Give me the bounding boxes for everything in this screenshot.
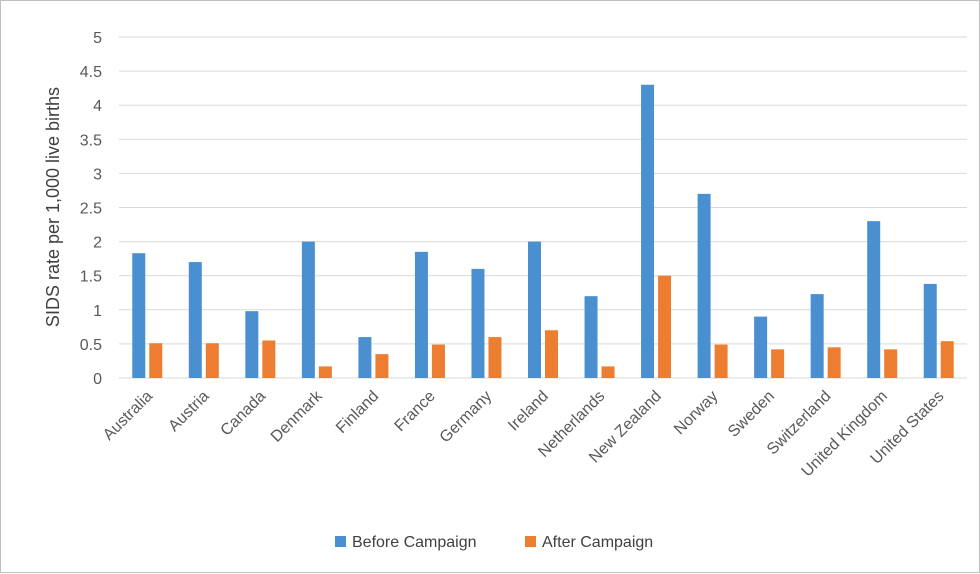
x-category-label: Germany [437,388,496,447]
y-tick-label: 3.5 [80,132,102,149]
bar-after-austria [205,343,219,378]
gridlines [119,36,967,379]
y-tick-label: 4.5 [80,64,102,81]
bar-after-united-kingdom [884,349,898,378]
x-category-label: Sweden [725,388,778,441]
x-category-label: Australia [100,388,156,444]
y-tick-label: 2 [93,235,102,252]
bars [132,84,954,379]
bar-after-switzerland [827,347,841,378]
y-tick-label: 2.5 [80,201,102,218]
bar-before-new-zealand [641,84,655,379]
bar-before-united-states [923,283,937,378]
x-category-label: France [392,388,439,435]
bar-before-france [414,251,428,378]
bar-before-finland [358,337,372,378]
y-axis-label: SIDS rate per 1,000 live births [43,87,63,327]
legend-label-before: Before Campaign [352,534,477,551]
legend-label-after: After Campaign [542,534,653,551]
y-tick-label: 0 [93,371,102,388]
bar-after-sweden [771,349,785,378]
x-category-label: Austria [165,388,212,435]
bar-after-france [431,344,445,378]
bar-before-austria [188,262,202,378]
bar-after-united-states [940,341,954,378]
bar-after-new-zealand [658,275,672,378]
bar-before-canada [245,311,259,378]
bar-after-finland [375,354,389,378]
legend-swatch-after [525,536,536,547]
legend: Before Campaign After Campaign [335,534,653,551]
bar-after-ireland [545,330,558,378]
y-tick-label: 1 [93,303,102,320]
x-category-label: Finland [333,388,382,437]
y-tick-label: 4 [93,98,102,115]
bar-after-canada [262,340,276,378]
bar-before-netherlands [584,296,598,378]
bar-after-australia [149,343,163,378]
bar-after-netherlands [601,366,615,378]
bar-after-germany [488,337,502,378]
bar-after-denmark [318,366,332,378]
bar-before-united-kingdom [867,221,881,378]
y-tick-label: 0.5 [80,337,102,354]
bar-before-norway [697,193,711,378]
x-category-label: Norway [671,388,721,438]
bar-after-norway [714,344,728,378]
x-category-label: Ireland [505,388,552,435]
legend-swatch-before [335,536,346,547]
bar-before-ireland [528,241,541,378]
y-tick-label: 5 [93,30,102,47]
y-tick-label: 1.5 [80,269,102,286]
y-tick-label: 3 [93,166,102,183]
x-category-label: Canada [218,388,270,440]
x-category-label: Denmark [268,387,327,446]
bar-before-denmark [301,241,315,378]
y-axis-ticks: 0 0.5 1 1.5 2 2.5 3 3.5 4 4.5 5 [80,30,102,388]
bar-before-switzerland [810,294,824,378]
bar-before-australia [132,253,146,378]
bar-before-sweden [754,316,768,378]
bar-before-germany [471,268,485,378]
